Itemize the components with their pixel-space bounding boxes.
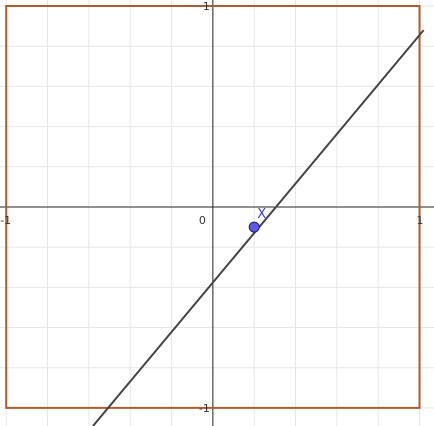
point-x[interactable] [248,221,260,233]
x-axis-label-pos-1: 1 [417,214,424,227]
square-polygon[interactable] [5,5,421,409]
origin-label: 0 [199,214,206,227]
x-axis-label-neg-1: -1 [0,214,11,227]
y-axis-label-pos-1: 1 [203,0,210,13]
y-axis-label-neg-1: -1 [199,402,210,415]
point-x-label[interactable]: X [257,207,266,222]
axis-labels: -1 1 1 -1 0 [0,0,423,415]
